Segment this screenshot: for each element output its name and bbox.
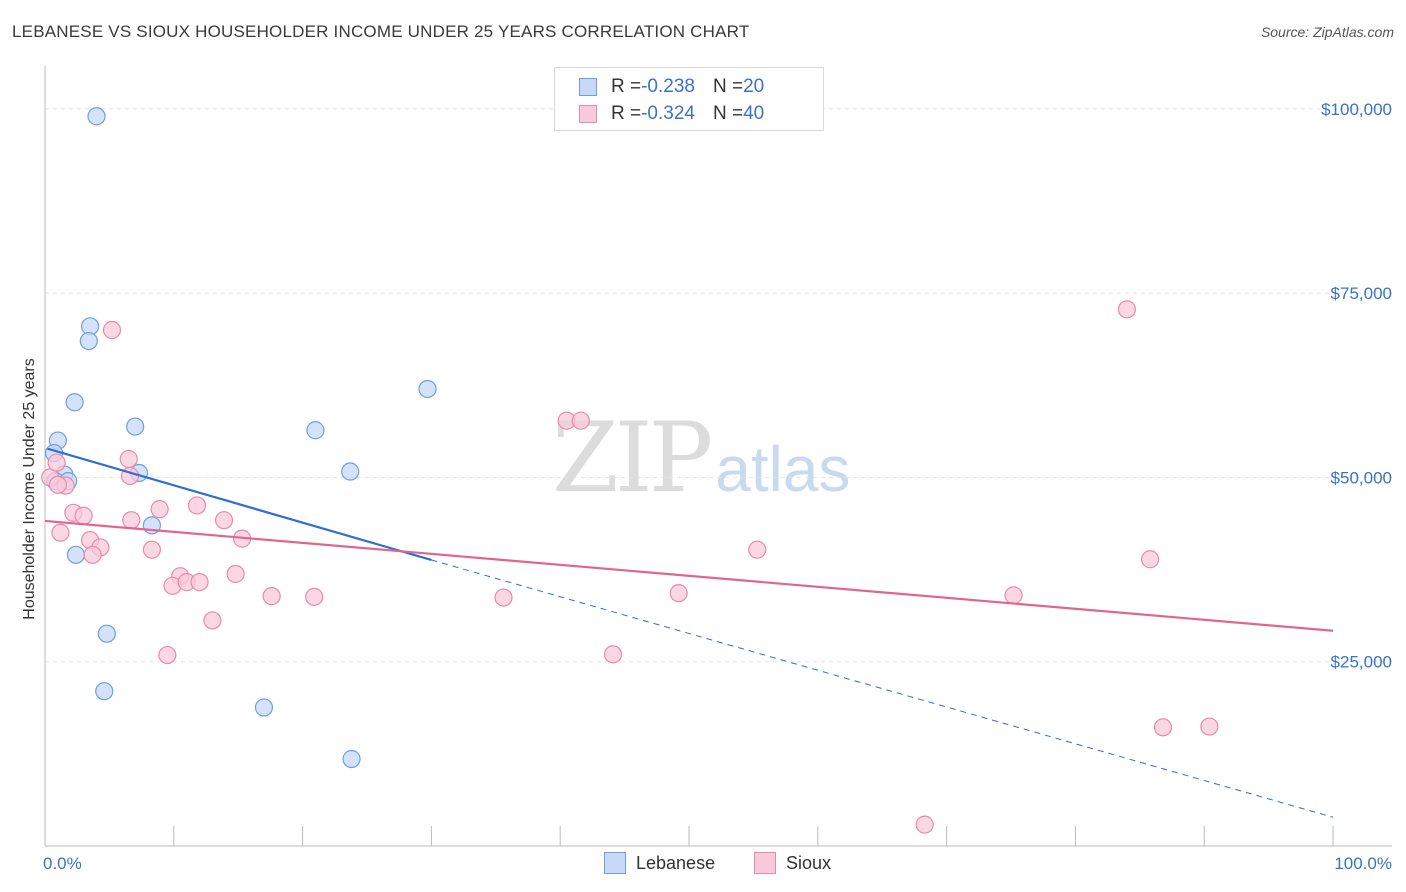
trend-line-sioux [44, 519, 1334, 632]
legend-r-value: -0.324 [641, 103, 695, 124]
y-axis-title: Householder Income Under 25 years [21, 358, 38, 619]
data-point-sioux [203, 611, 222, 630]
data-point-sioux [51, 523, 70, 542]
y-tick-label: $100,000 [1321, 100, 1392, 119]
data-point-sioux [102, 320, 122, 340]
legend-r-label: R = [611, 76, 642, 97]
y-tick-label: $50,000 [1331, 468, 1392, 487]
data-point-sioux [1004, 586, 1023, 605]
data-point-sioux [83, 545, 102, 564]
data-point-sioux [47, 453, 66, 472]
data-point-sioux [48, 475, 67, 494]
data-point-lebanese [66, 545, 86, 564]
data-point-lebanese [65, 393, 84, 412]
data-point-sioux [262, 587, 281, 606]
data-point-lebanese [418, 379, 437, 399]
data-point-sioux [226, 564, 245, 584]
series-label-sioux: Sioux [786, 852, 832, 873]
data-point-lebanese [126, 417, 145, 436]
data-point-sioux [158, 645, 177, 665]
data-point-sioux [915, 815, 934, 834]
data-point-sioux [571, 411, 590, 430]
data-point-sioux [305, 587, 324, 606]
trend-line-lebanese [47, 447, 432, 562]
data-point-lebanese [342, 749, 361, 769]
data-point-lebanese [79, 331, 98, 351]
legend-row-lebanese: R = -0.238 N = 20 [579, 74, 764, 100]
series-label-lebanese: Lebanese [636, 852, 716, 873]
series-legend-sioux[interactable]: Sioux [754, 852, 831, 874]
data-point-sioux [1117, 300, 1137, 319]
chart-title: LEBANESE VS SIOUX HOUSEHOLDER INCOME UND… [12, 22, 750, 41]
x-tick-label: 0.0% [43, 854, 82, 873]
series-legend: Lebanese Sioux [0, 852, 1406, 878]
data-point-sioux [603, 645, 623, 664]
legend-swatch-lebanese [579, 78, 597, 96]
series-legend-lebanese[interactable]: Lebanese [604, 852, 715, 874]
data-point-sioux [748, 540, 767, 559]
data-point-sioux [1141, 550, 1160, 569]
y-tick-label: $25,000 [1331, 653, 1392, 672]
data-point-lebanese [341, 462, 360, 481]
data-point-sioux [122, 511, 141, 530]
data-point-sioux [74, 506, 93, 525]
data-point-lebanese [95, 682, 114, 701]
data-point-sioux [1200, 717, 1219, 736]
legend-n-label: N = [712, 103, 744, 124]
series-swatch-sioux [754, 852, 776, 874]
data-point-sioux [190, 573, 209, 592]
series-swatch-lebanese [604, 852, 626, 874]
data-point-sioux [214, 511, 234, 530]
legend-r-label: R = [611, 103, 642, 124]
data-point-sioux [142, 540, 162, 559]
data-point-lebanese [306, 421, 325, 440]
data-point-sioux [150, 500, 169, 519]
legend-row-sioux: R = -0.324 N = 40 [579, 101, 764, 127]
y-tick-label: $75,000 [1331, 284, 1392, 303]
legend-n-value: 20 [743, 76, 765, 97]
data-point-lebanese [87, 107, 106, 126]
data-point-sioux [1153, 718, 1173, 737]
data-point-sioux [669, 584, 688, 603]
data-point-sioux [187, 496, 207, 515]
source-credit: Source: ZipAtlas.com [1260, 24, 1394, 40]
data-point-lebanese [254, 698, 274, 717]
legend-n-value: 40 [743, 103, 765, 124]
trend-extension-lebanese [431, 559, 1334, 818]
legend-n-label: N = [712, 76, 744, 97]
data-point-sioux [494, 588, 513, 607]
data-point-lebanese [97, 624, 116, 643]
x-tick-label: 100.0% [1334, 854, 1392, 873]
legend-r-value: -0.238 [641, 76, 695, 97]
data-point-sioux [119, 449, 138, 469]
legend-swatch-sioux [579, 105, 597, 123]
correlation-legend: R = -0.238 N = 20 R = -0.324 N = 40 [554, 67, 824, 131]
